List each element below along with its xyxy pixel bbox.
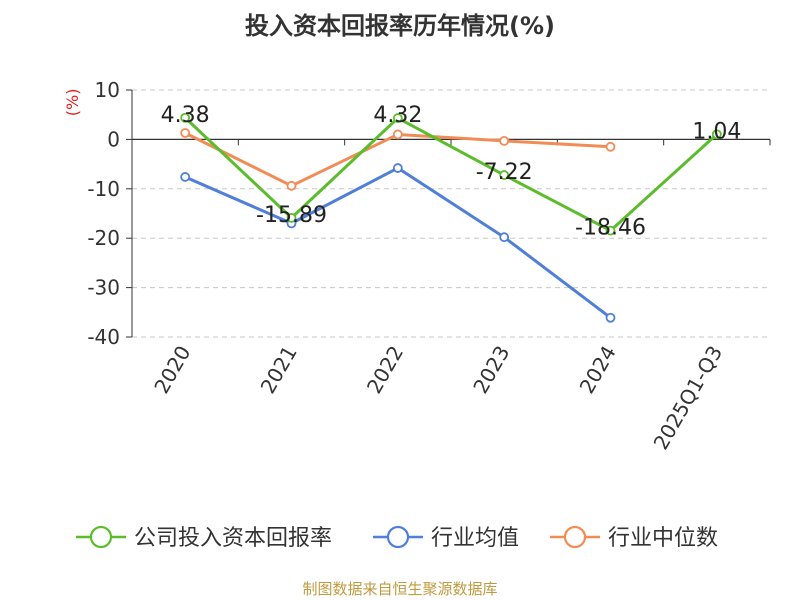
- series-point[interactable]: [605, 312, 616, 323]
- x-tick-label: 2022: [362, 342, 408, 398]
- y-tick-label: -40: [87, 325, 120, 349]
- legend-swatch-marker: [563, 525, 587, 549]
- y-tick-label: -10: [87, 177, 120, 201]
- series-point[interactable]: [499, 170, 510, 180]
- legend-label: 公司投入资本回报率: [134, 526, 332, 551]
- legend-swatch-marker: [89, 525, 113, 549]
- series-point[interactable]: [286, 212, 297, 223]
- data-label: -18.46: [575, 216, 646, 241]
- x-tick-label: 2020: [149, 342, 195, 398]
- data-label: -15.89: [256, 203, 327, 228]
- x-tick-label: 2024: [575, 342, 621, 398]
- legend[interactable]: 公司投入资本回报率 行业均值 行业中位数: [76, 525, 718, 551]
- y-tick-label: 0: [107, 127, 120, 151]
- series-point[interactable]: [711, 129, 722, 140]
- chart-title: 投入资本回报率历年情况(%): [245, 12, 555, 40]
- series-point[interactable]: [180, 172, 191, 182]
- y-tick-label: -20: [87, 226, 120, 250]
- legend-item[interactable]: 行业均值: [373, 525, 519, 551]
- legend-label: 行业均值: [431, 526, 519, 551]
- legend-item[interactable]: 公司投入资本回报率: [76, 525, 332, 551]
- series-point[interactable]: [392, 129, 403, 140]
- y-tick-label: -30: [87, 276, 120, 300]
- data-labels: 4.38 -15.89 4.32 -7.22 -18.46 1.04: [161, 103, 742, 241]
- series-point[interactable]: [286, 180, 297, 191]
- series-point[interactable]: [180, 128, 191, 138]
- series-line: [184, 166, 612, 319]
- series-point[interactable]: [392, 113, 403, 123]
- series-line: [184, 116, 718, 233]
- x-tick-label: 2021: [256, 342, 302, 398]
- legend-item[interactable]: 行业中位数: [550, 525, 718, 551]
- legend-label: 行业中位数: [608, 526, 718, 551]
- source-note: 制图数据来自恒生聚源数据库: [302, 580, 497, 598]
- series-group: [180, 112, 722, 323]
- x-tick-label: 2025Q1-Q3: [648, 342, 727, 454]
- series-point[interactable]: [499, 135, 510, 146]
- x-tick-label: 2023: [468, 341, 514, 397]
- grid: [132, 89, 770, 338]
- data-label: 4.32: [373, 103, 422, 128]
- data-label: -7.22: [476, 160, 533, 185]
- data-label: 4.38: [161, 103, 210, 128]
- series-point[interactable]: [605, 141, 616, 152]
- series-point[interactable]: [180, 112, 191, 123]
- data-label: 1.04: [692, 119, 741, 144]
- y-tick-label: 10: [95, 78, 120, 102]
- series-point[interactable]: [392, 163, 403, 173]
- y-axis-label: (%): [63, 89, 82, 117]
- series-point[interactable]: [605, 225, 616, 236]
- series-point[interactable]: [499, 232, 510, 243]
- legend-swatch-marker: [386, 525, 410, 549]
